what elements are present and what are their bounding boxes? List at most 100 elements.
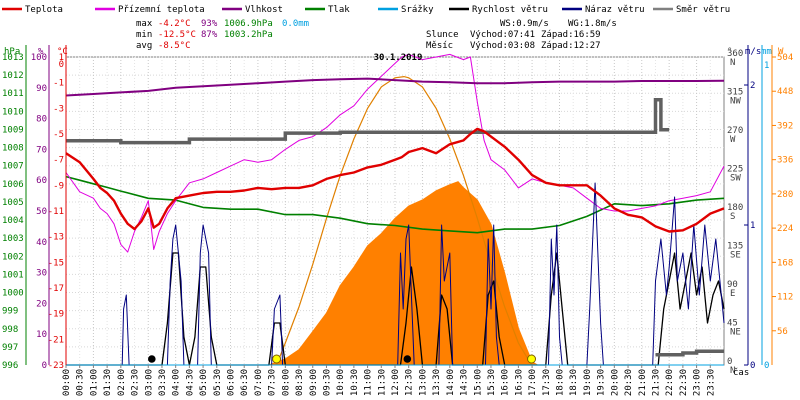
tick-time: 16:00 (501, 369, 511, 396)
tick-time: 14:30 (460, 369, 470, 396)
marker-sun (527, 354, 537, 364)
axis-title-w: W (778, 47, 784, 57)
moon-label: Měsíc (426, 41, 453, 51)
tick-time: 00:00 (62, 369, 72, 396)
tick-hpa: 999 (2, 307, 18, 317)
tick-time: 05:30 (213, 369, 223, 396)
legend-label: Tlak (328, 5, 350, 15)
tick-time: 02:30 (131, 369, 141, 396)
tick-time: 23:00 (693, 369, 703, 396)
tick-hpa: 1009 (2, 125, 24, 135)
tick-hpa: 1006 (2, 180, 24, 190)
sun-set: Západ:16:59 (541, 30, 601, 40)
tick-c: -21 (48, 335, 64, 345)
tick-pct: 20 (36, 299, 47, 309)
tick-pct: 60 (36, 176, 47, 186)
tick-time: 15:00 (473, 369, 483, 396)
tick-dir-deg: 270 (727, 126, 743, 136)
tick-hpa: 1003 (2, 234, 24, 244)
tick-c: -5 (53, 130, 64, 140)
tick-pct: 0 (42, 361, 47, 371)
axis-title-x: čas (733, 367, 749, 378)
tick-c: 1 (59, 53, 64, 63)
tick-time: 00:30 (76, 369, 86, 396)
tick-time: 06:30 (240, 369, 250, 396)
axes-layer: 9969979989991000100110021003100410051006… (2, 45, 793, 396)
tick-time: 19:00 (583, 369, 593, 396)
tick-hpa: 1004 (2, 216, 24, 226)
tick-pct: 90 (36, 84, 47, 94)
marker-sun (272, 354, 282, 364)
tick-time: 08:00 (281, 369, 291, 396)
stat-min-temp: -12.5°C (158, 30, 196, 40)
tick-dir-deg: 225 (727, 165, 743, 175)
series-wind-direction-1 (655, 349, 724, 357)
tick-time: 17:00 (528, 369, 538, 396)
tick-time: 22:30 (679, 369, 689, 396)
sun-rise: Východ:07:41 (470, 30, 535, 40)
series-solar-area (268, 181, 540, 366)
legend-label: Vlhkost (245, 5, 283, 15)
tick-dir-deg: 360 (727, 49, 743, 59)
tick-w: 280 (777, 190, 793, 200)
stat-max-label: max (136, 19, 153, 29)
tick-pct: 30 (36, 269, 47, 279)
series-teplota (65, 127, 725, 233)
tick-hpa: 998 (2, 325, 18, 335)
axis-title-c: °C (57, 47, 68, 57)
tick-dir-name: N (730, 58, 735, 68)
tick-time: 04:30 (185, 369, 195, 396)
tick-time: 10:30 (350, 369, 360, 396)
tick-pct: 50 (36, 207, 47, 217)
tick-w: 168 (777, 258, 793, 268)
tick-time: 02:00 (117, 369, 127, 396)
legend-label: Přízemní teplota (118, 5, 205, 15)
tick-c: -15 (48, 258, 64, 268)
moon-set: Západ:12:27 (541, 41, 601, 51)
series-wind-direction-0 (66, 98, 670, 145)
tick-dir-deg: 45 (727, 319, 738, 329)
tick-mm: 1 (764, 61, 769, 71)
text-layer: Teplota Přízemní teplota Vlhkost Tlak Srážky… (2, 5, 730, 63)
tick-dir-name: S (730, 212, 735, 222)
tick-dir-name: NE (730, 328, 741, 338)
tick-mm: 0 (764, 361, 769, 371)
tick-ms: 2 (750, 81, 755, 91)
tick-time: 13:30 (432, 369, 442, 396)
tick-w: 392 (777, 121, 793, 131)
stat-avg-label: avg (136, 41, 152, 51)
tick-dir-name: N (730, 366, 735, 376)
tick-time: 14:00 (446, 369, 456, 396)
tick-w: 448 (777, 87, 793, 97)
marker-moon (403, 355, 412, 363)
legend-label: Srážky (401, 5, 434, 15)
stat-avg-temp: -8.5°C (158, 41, 191, 51)
tick-hpa: 1013 (2, 53, 24, 63)
tick-time: 20:30 (624, 369, 634, 396)
stat-min-press: 1003.2hPa (224, 30, 273, 40)
tick-time: 04:00 (172, 369, 182, 396)
tick-time: 01:00 (89, 369, 99, 396)
tick-c: -11 (48, 207, 64, 217)
tick-pct: 10 (36, 330, 47, 340)
wind-wg: WG:1.8m/s (568, 19, 617, 29)
legend-label: Teplota (25, 5, 63, 15)
series-tlak (65, 175, 725, 234)
tick-ms: 1 (750, 221, 755, 231)
stat-min-label: min (136, 30, 152, 40)
legend-label: Náraz větru (585, 5, 645, 15)
tick-time: 07:30 (268, 369, 278, 396)
tick-dir-name: SW (730, 174, 741, 184)
tick-c: -1 (53, 79, 64, 89)
tick-time: 11:00 (364, 369, 374, 396)
tick-time: 11:30 (377, 369, 387, 396)
tick-time: 06:00 (227, 369, 237, 396)
tick-pct: 70 (36, 145, 47, 155)
stat-max-press: 1006.9hPa (224, 19, 273, 29)
legend-label: Rychlost větru (472, 5, 548, 15)
tick-ms: 0 (750, 361, 755, 371)
tick-time: 17:30 (542, 369, 552, 396)
tick-pct: 100 (31, 53, 47, 63)
tick-c: -3 (53, 104, 64, 114)
